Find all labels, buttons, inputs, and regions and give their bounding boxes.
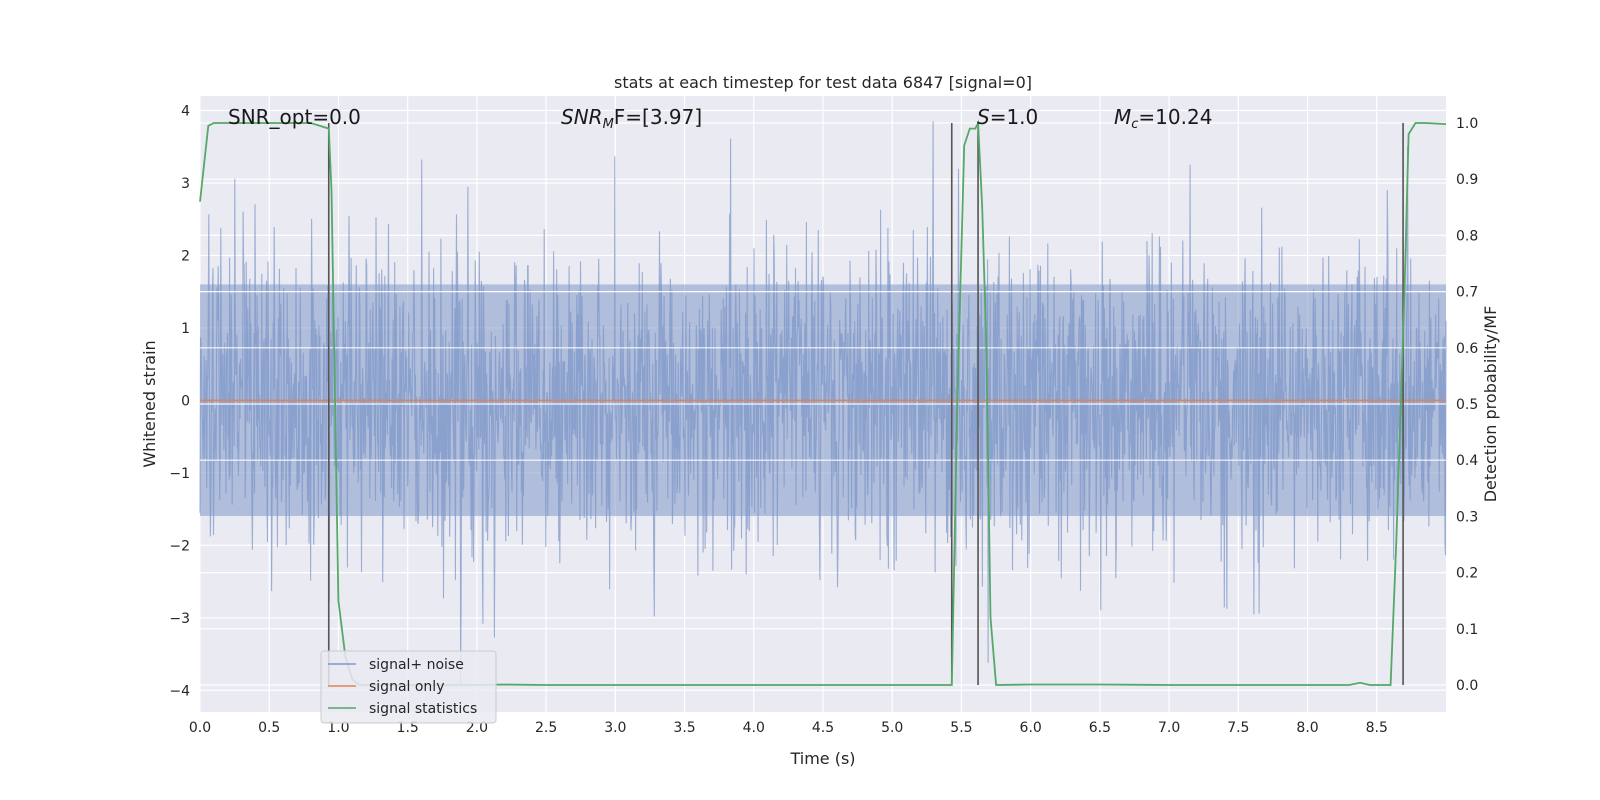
s-italic: S: [977, 105, 990, 129]
legend-label-signal-statistics: signal statistics: [369, 701, 477, 717]
y2-tick-label: 0.6: [1456, 341, 1478, 357]
x-tick-label: 3.5: [673, 720, 695, 736]
y2-tick-labels: 1.0 0.9 0.8 0.7 0.6 0.5 0.4 0.3 0.2 0.1 0.0: [1456, 116, 1478, 694]
y-tick-label: 3: [181, 176, 190, 192]
signal-statistics-series: [199, 119, 1447, 686]
y2-tick-label: 0.0: [1456, 678, 1478, 694]
x-tick-label: 5.0: [881, 720, 903, 736]
y-tick-label: 0: [181, 393, 190, 409]
x-tick-label: 7.0: [1158, 720, 1180, 736]
legend-label-signal-noise: signal+ noise: [369, 657, 464, 673]
mc-subscript: c: [1131, 117, 1138, 132]
y-tick-label: −2: [169, 538, 190, 554]
annotation-snr-opt: SNR_opt=0.0: [228, 105, 361, 129]
y-tick-label: 2: [181, 248, 190, 264]
x-tick-label: 7.5: [1227, 720, 1249, 736]
y2-tick-label: 0.7: [1456, 285, 1478, 301]
chart-title: stats at each timestep for test data 684…: [614, 73, 1032, 92]
legend: signal+ noise signal only signal statist…: [320, 650, 497, 724]
snr-mf-italic: SNR: [561, 105, 603, 129]
signal-noise-line: [199, 121, 1447, 687]
y-tick-labels: 4 3 2 1 0 −1 −2 −3 −4: [169, 103, 190, 699]
x-tick-label: 0.5: [258, 720, 280, 736]
x-tick-label: 1.0: [327, 720, 349, 736]
x-tick-label: 1.5: [397, 720, 419, 736]
x-tick-label: 2.0: [466, 720, 488, 736]
y2-tick-label: 1.0: [1456, 116, 1478, 132]
annotation-s: S=1.0: [977, 105, 1038, 129]
vertical-markers: [327, 122, 1404, 686]
x-tick-label: 6.5: [1089, 720, 1111, 736]
y2-tick-label: 0.8: [1456, 228, 1478, 244]
x-tick-label: 6.0: [1020, 720, 1042, 736]
x-tick-labels: 0.0 0.5 1.0 1.5 2.0 2.5 3.0 3.5 4.0 4.5 5.0 5.5 6.0 6…: [189, 720, 1388, 736]
legend-box: [320, 650, 497, 724]
legend-label-signal-only: signal only: [369, 679, 444, 695]
noise-bands: [200, 290, 1446, 461]
x-tick-label: 5.5: [950, 720, 972, 736]
snr-mf-subscript: M: [603, 117, 614, 132]
annotation-mc: Mc=10.24: [1114, 105, 1212, 132]
signal-statistics-line: [199, 119, 1447, 686]
y-axis-label: Whitened strain: [140, 340, 159, 467]
mc-italic: M: [1114, 105, 1131, 129]
x-tick-label: 4.5: [812, 720, 834, 736]
y2-tick-label: 0.3: [1456, 509, 1478, 525]
x-tick-label: 0.0: [189, 720, 211, 736]
y2-tick-label: 0.9: [1456, 172, 1478, 188]
snr-mf-rest: F=[3.97]: [614, 105, 702, 129]
x-tick-label: 3.0: [604, 720, 626, 736]
x-axis-label: Time (s): [789, 749, 855, 768]
mc-rest: =10.24: [1138, 105, 1212, 129]
x-tick-label: 4.0: [743, 720, 765, 736]
y-tick-label: 4: [181, 103, 190, 119]
y-tick-label: −3: [169, 611, 190, 627]
x-tick-label: 8.5: [1366, 720, 1388, 736]
x-tick-label: 8.0: [1296, 720, 1318, 736]
s-rest: =1.0: [990, 105, 1039, 129]
y2-tick-label: 0.4: [1456, 453, 1478, 469]
y2-tick-label: 0.1: [1456, 622, 1478, 638]
y-tick-label: −1: [169, 466, 190, 482]
y2-tick-label: 0.2: [1456, 566, 1478, 582]
y2-tick-label: 0.5: [1456, 397, 1478, 413]
y-tick-label: 1: [181, 321, 190, 337]
x-tick-label: 2.5: [535, 720, 557, 736]
annotation-snr-mf: SNRMF=[3.97]: [561, 105, 702, 132]
y-tick-label: −4: [169, 683, 190, 699]
y2-axis-label: Detection probability/MF: [1481, 306, 1500, 503]
